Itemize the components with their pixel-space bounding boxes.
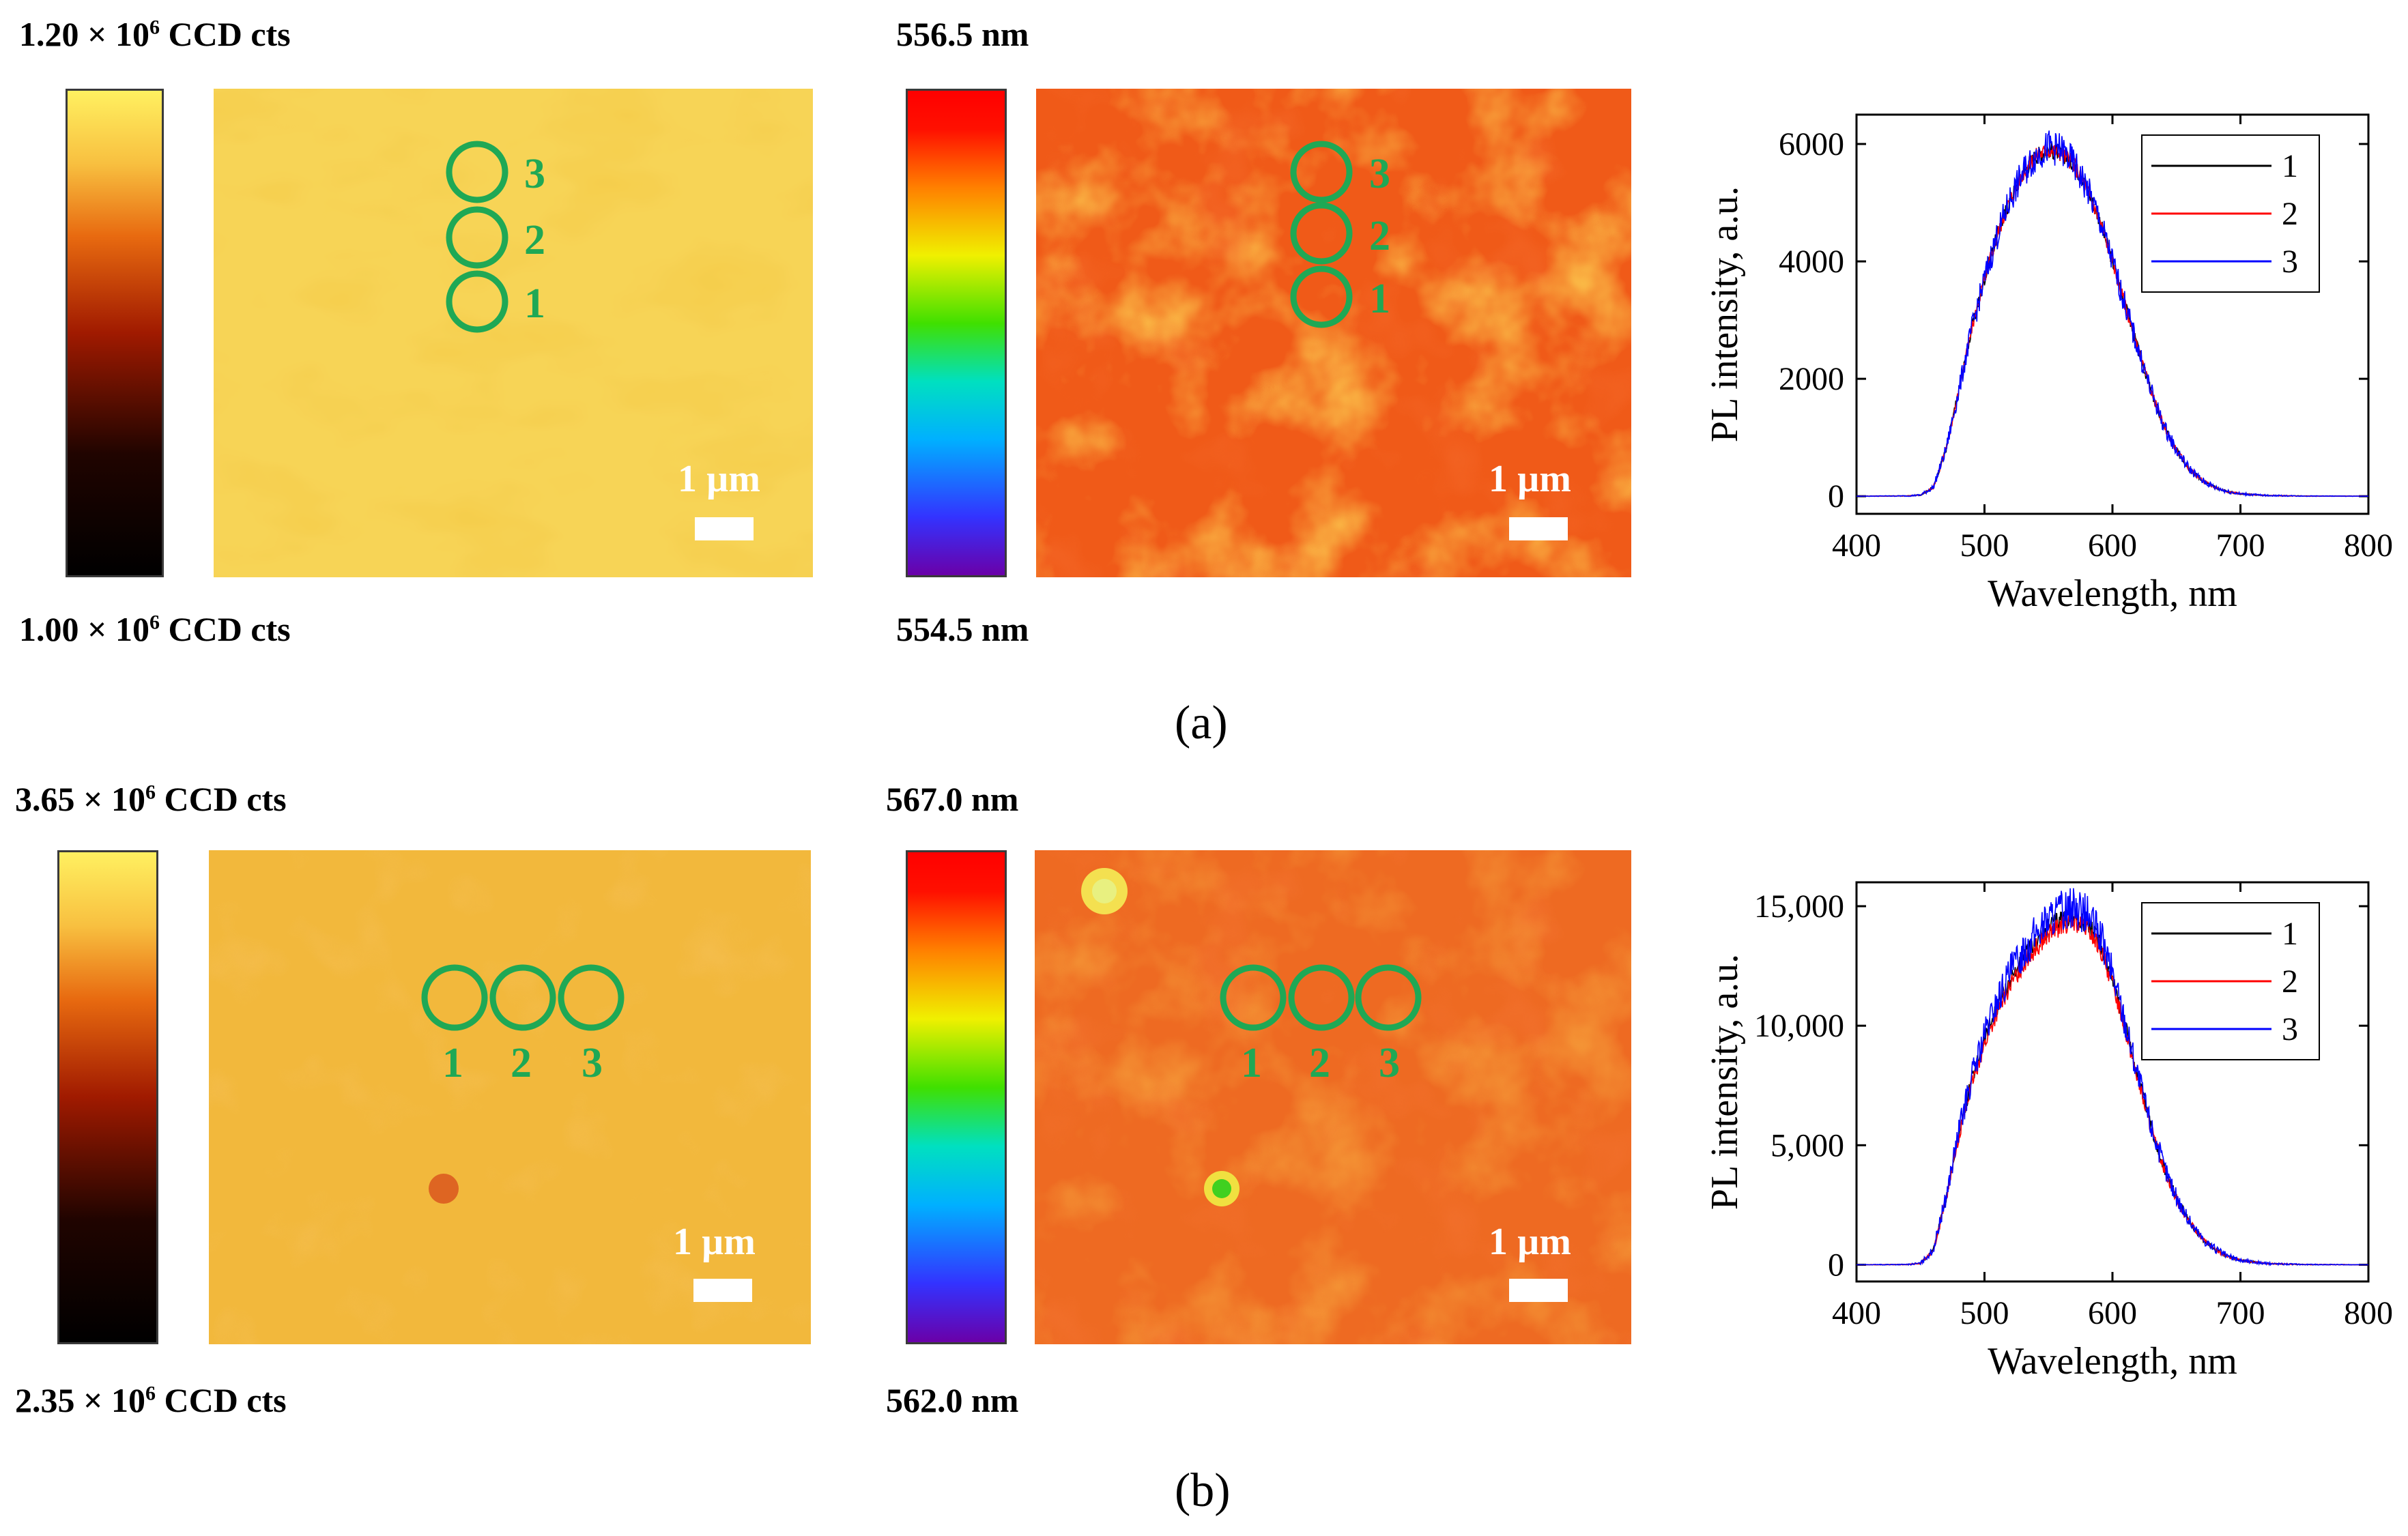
spot-label-2: 2 xyxy=(524,217,545,263)
b-spot-label-2: 2 xyxy=(511,1040,532,1086)
intensity-colorbar-a xyxy=(66,89,164,577)
wavelength-map-b: 1 2 3 1 µm xyxy=(1035,850,1631,1344)
scale-bar xyxy=(695,517,754,540)
legend-label-3: 3 xyxy=(2282,244,2298,280)
y-tick-label: 10,000 xyxy=(1754,1008,1844,1044)
x-tick-label: 500 xyxy=(1960,527,2009,564)
wavelength-min-label-b: 562.0 nm xyxy=(886,1381,1019,1419)
spectrum-plot-a: 400 500 600 700 800 0 2000 4000 6000 Wavelength, … xyxy=(1704,113,2393,615)
x-tick-label: 700 xyxy=(2216,1295,2265,1331)
x-tick-label: 600 xyxy=(2088,527,2137,564)
bw-spot-label-1: 1 xyxy=(1241,1040,1262,1086)
spot-circles-a1 xyxy=(446,141,508,333)
x-tick-label: 400 xyxy=(1832,1295,1881,1331)
x-axis-label: Wavelength, nm xyxy=(1988,573,2237,615)
bw-spot-label-3: 3 xyxy=(1379,1040,1400,1086)
scale-bar-label: 1 µm xyxy=(678,458,760,500)
legend-label-2: 2 xyxy=(2282,963,2298,1000)
wl-spot-label-1: 1 xyxy=(1369,276,1390,322)
intensity-colorbar-b xyxy=(57,850,158,1344)
bw-scale-bar-label: 1 µm xyxy=(1489,1221,1571,1263)
wl-scale-bar xyxy=(1509,517,1568,540)
legend-label-1: 1 xyxy=(2282,148,2298,184)
intensity-max-label-a: 1.20 × 106 CCD cts xyxy=(19,15,291,53)
spectrum-plot-b: 400 500 600 700 800 0 5,000 10,000 15,000 Wavelen… xyxy=(1704,881,2393,1382)
intensity-min-label-b: 2.35 × 106 CCD cts xyxy=(15,1381,287,1419)
intensity-map-b: 1 2 3 1 µm xyxy=(209,850,811,1344)
wavelength-max-label-a: 556.5 nm xyxy=(896,15,1029,53)
y-tick-label: 15,000 xyxy=(1754,888,1844,925)
y-tick-label: 0 xyxy=(1828,478,1844,515)
y-tick-label: 5,000 xyxy=(1771,1127,1844,1163)
b-spot-label-3: 3 xyxy=(582,1040,603,1086)
b-scale-bar xyxy=(693,1279,752,1302)
y-tick-label: 2000 xyxy=(1779,361,1844,397)
wl-spot-label-2: 2 xyxy=(1369,213,1390,259)
b-spot-label-1: 1 xyxy=(442,1040,463,1086)
wl-scale-bar-label: 1 µm xyxy=(1489,458,1571,500)
x-tick-label: 800 xyxy=(2344,1295,2393,1331)
bw-scale-bar xyxy=(1509,1279,1568,1302)
legend-label-3: 3 xyxy=(2282,1011,2298,1047)
spot-label-1: 1 xyxy=(524,280,545,327)
wavelength-min-label-a: 554.5 nm xyxy=(896,610,1029,648)
y-tick-label: 6000 xyxy=(1779,126,1844,162)
x-tick-label: 800 xyxy=(2344,527,2393,564)
panel-label-a: (a) xyxy=(1175,697,1228,749)
wavelength-colorbar-b xyxy=(906,850,1007,1344)
b-scale-bar-label: 1 µm xyxy=(673,1221,756,1263)
legend-label-1: 1 xyxy=(2282,916,2298,952)
bw-spot-label-2: 2 xyxy=(1309,1040,1330,1086)
wl-spot-label-3: 3 xyxy=(1369,151,1390,197)
intensity-max-label-b: 3.65 × 106 CCD cts xyxy=(15,780,287,818)
y-axis-label: PL intensity, a.u. xyxy=(1704,186,1746,442)
y-tick-label: 4000 xyxy=(1779,244,1844,280)
series-line-3 xyxy=(1857,888,2368,1266)
wavelength-map-a: 3 2 1 1 µm xyxy=(1036,89,1631,577)
y-axis-label: PL intensity, a.u. xyxy=(1704,954,1746,1210)
y-tick-label: 0 xyxy=(1828,1247,1844,1283)
x-tick-label: 700 xyxy=(2216,527,2265,564)
x-axis-label: Wavelength, nm xyxy=(1988,1340,2237,1382)
x-tick-label: 400 xyxy=(1832,527,1881,564)
x-tick-label: 500 xyxy=(1960,1295,2009,1331)
legend-label-2: 2 xyxy=(2282,196,2298,232)
spot-label-3: 3 xyxy=(524,151,545,197)
series-line-3 xyxy=(1857,130,2368,497)
wavelength-colorbar-a xyxy=(906,89,1007,577)
wavelength-max-label-b: 567.0 nm xyxy=(886,780,1019,818)
panel-label-b: (b) xyxy=(1175,1464,1231,1517)
x-tick-label: 600 xyxy=(2088,1295,2137,1331)
intensity-min-label-a: 1.00 × 106 CCD cts xyxy=(19,610,291,648)
intensity-map-a: 3 2 1 1 µm xyxy=(214,89,813,577)
